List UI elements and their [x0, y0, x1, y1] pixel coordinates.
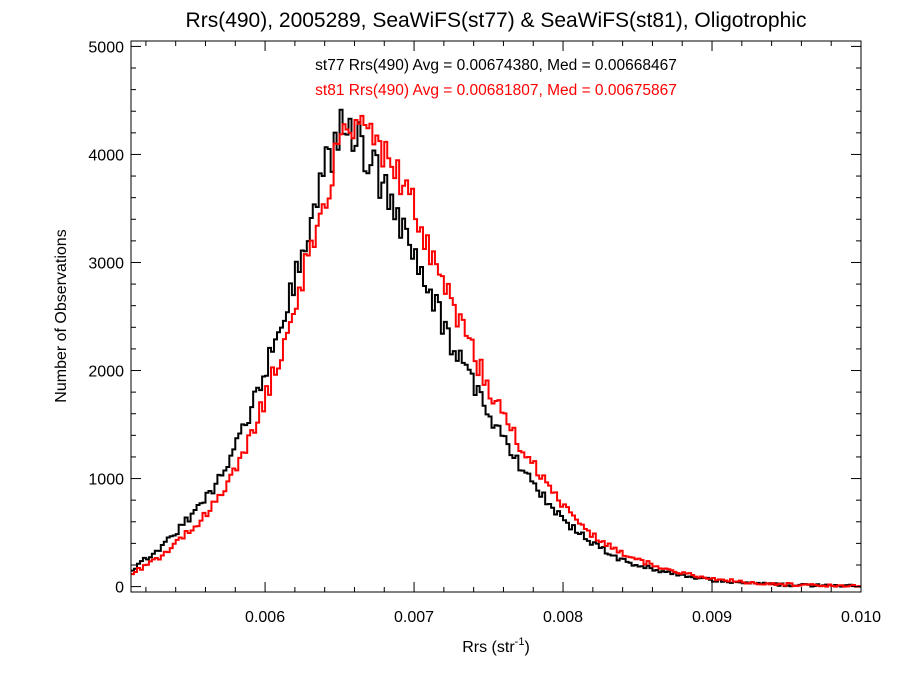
st81-stats-annotation: st81 Rrs(490) Avg = 0.00681807, Med = 0.… — [315, 82, 677, 99]
x-axis-ticks: 0.006 0.007 0.008 0.009 0.010 — [245, 41, 881, 626]
x-axis-label-superscript: -1 — [515, 636, 525, 648]
plot-frame — [130, 40, 862, 593]
y-tick-label: 5000 — [88, 39, 124, 56]
series-layer — [131, 108, 861, 588]
y-tick-label: 1000 — [88, 472, 124, 489]
y-tick-label: 0 — [115, 580, 124, 597]
y-axis-label: Number of Observations — [53, 229, 70, 402]
x-axis-label-base: Rrs (str — [462, 639, 515, 656]
x-minor-ticks — [145, 41, 832, 592]
y-tick-label: 2000 — [88, 364, 124, 381]
y-tick-label: 4000 — [88, 147, 124, 164]
histogram-series-st81 — [131, 114, 861, 588]
y-tick-label: 3000 — [88, 255, 124, 272]
x-tick-label: 0.010 — [841, 609, 881, 626]
st77-stats-annotation: st77 Rrs(490) Avg = 0.00674380, Med = 0.… — [315, 57, 677, 74]
chart-title: Rrs(490), 2005289, SeaWiFS(st77) & SeaWi… — [186, 9, 807, 32]
x-axis-label: Rrs (str-1) — [462, 636, 530, 656]
x-tick-label: 0.009 — [692, 609, 732, 626]
y-minor-ticks — [131, 67, 861, 566]
x-tick-label: 0.006 — [245, 609, 285, 626]
x-tick-label: 0.008 — [543, 609, 583, 626]
x-tick-label: 0.007 — [394, 609, 434, 626]
y-axis-ticks: 0 1000 2000 3000 4000 5000 — [88, 39, 861, 597]
x-axis-label-close: ) — [524, 639, 529, 656]
